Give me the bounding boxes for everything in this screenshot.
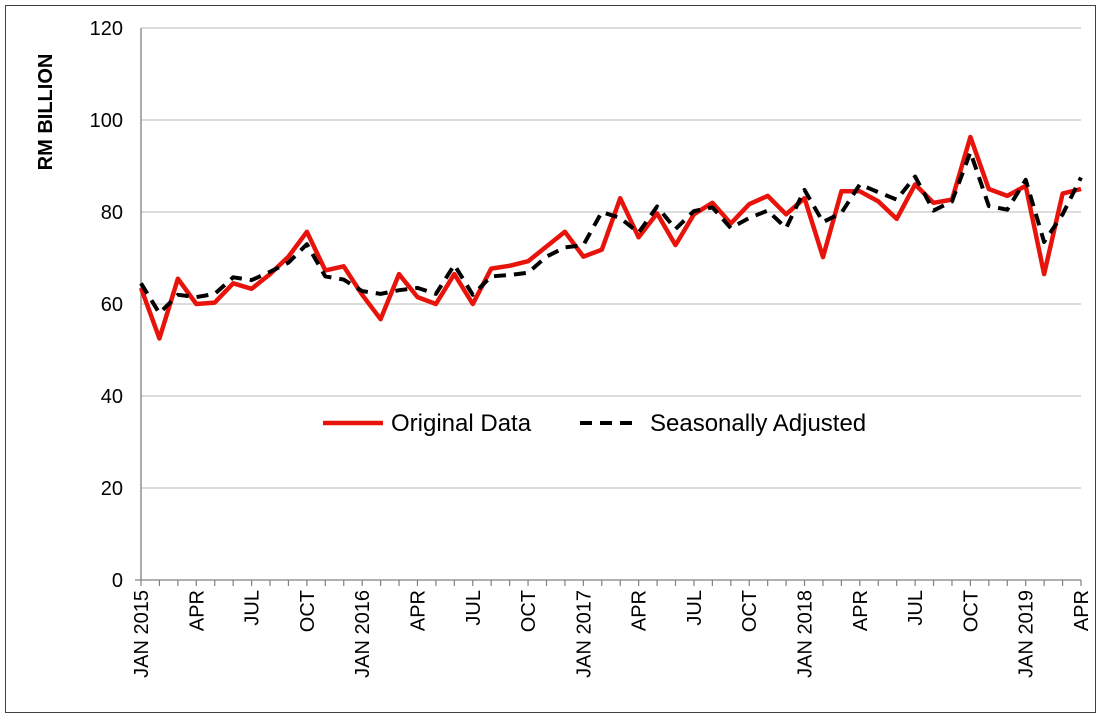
x-tick-label: APR [186, 590, 208, 631]
y-tick-label: 100 [90, 110, 123, 132]
x-tick-label: JAN 2019 [1016, 590, 1038, 678]
x-tick-label: JUL [905, 590, 927, 626]
gridlines [141, 27, 1081, 489]
x-tick-label: JAN 2017 [573, 590, 595, 678]
x-tick-label: JUL [684, 590, 706, 626]
x-tick-label: JUL [242, 590, 264, 626]
y-axis-ticks: 0 20 40 60 80 100 120 [90, 18, 123, 592]
x-tick-label: OCT [960, 590, 982, 632]
legend-label-seasonally-adjusted: Seasonally Adjusted [650, 410, 866, 437]
y-tick-label: 60 [101, 294, 123, 316]
y-tick-label: 80 [101, 202, 123, 224]
series-line-original-data [138, 134, 1082, 341]
chart-frame [5, 5, 1096, 713]
legend-label-original-data: Original Data [391, 410, 532, 437]
axes [135, 28, 1082, 586]
y-tick-label: 120 [90, 18, 123, 40]
x-axis-ticks: JAN 2015 APR JUL OCT JAN 2016 APR JUL OCT JAN 20… [131, 590, 1093, 678]
y-axis-label: RM BILLION [35, 54, 57, 171]
x-tick-label: APR [850, 590, 872, 631]
x-tick-label: APR [629, 590, 651, 631]
x-tick-label: JAN 2015 [131, 590, 153, 678]
series-line-seasonally-adjusted [139, 150, 1083, 316]
series-lines [138, 134, 1083, 341]
y-tick-label: 0 [112, 570, 123, 592]
y-tick-label: 40 [101, 386, 123, 408]
x-tick-label: JUL [463, 590, 485, 626]
x-tick-label: OCT [297, 590, 319, 632]
x-tick-label: OCT [518, 590, 540, 632]
x-tick-label: JAN 2018 [795, 590, 817, 678]
legend: Original Data Seasonally Adjusted [323, 410, 866, 437]
x-tick-label: JAN 2016 [352, 590, 374, 678]
y-tick-label: 20 [101, 478, 123, 500]
x-tick-label: APR [407, 590, 429, 631]
x-tick-label: APR [1071, 590, 1093, 631]
x-tick-label: OCT [739, 590, 761, 632]
